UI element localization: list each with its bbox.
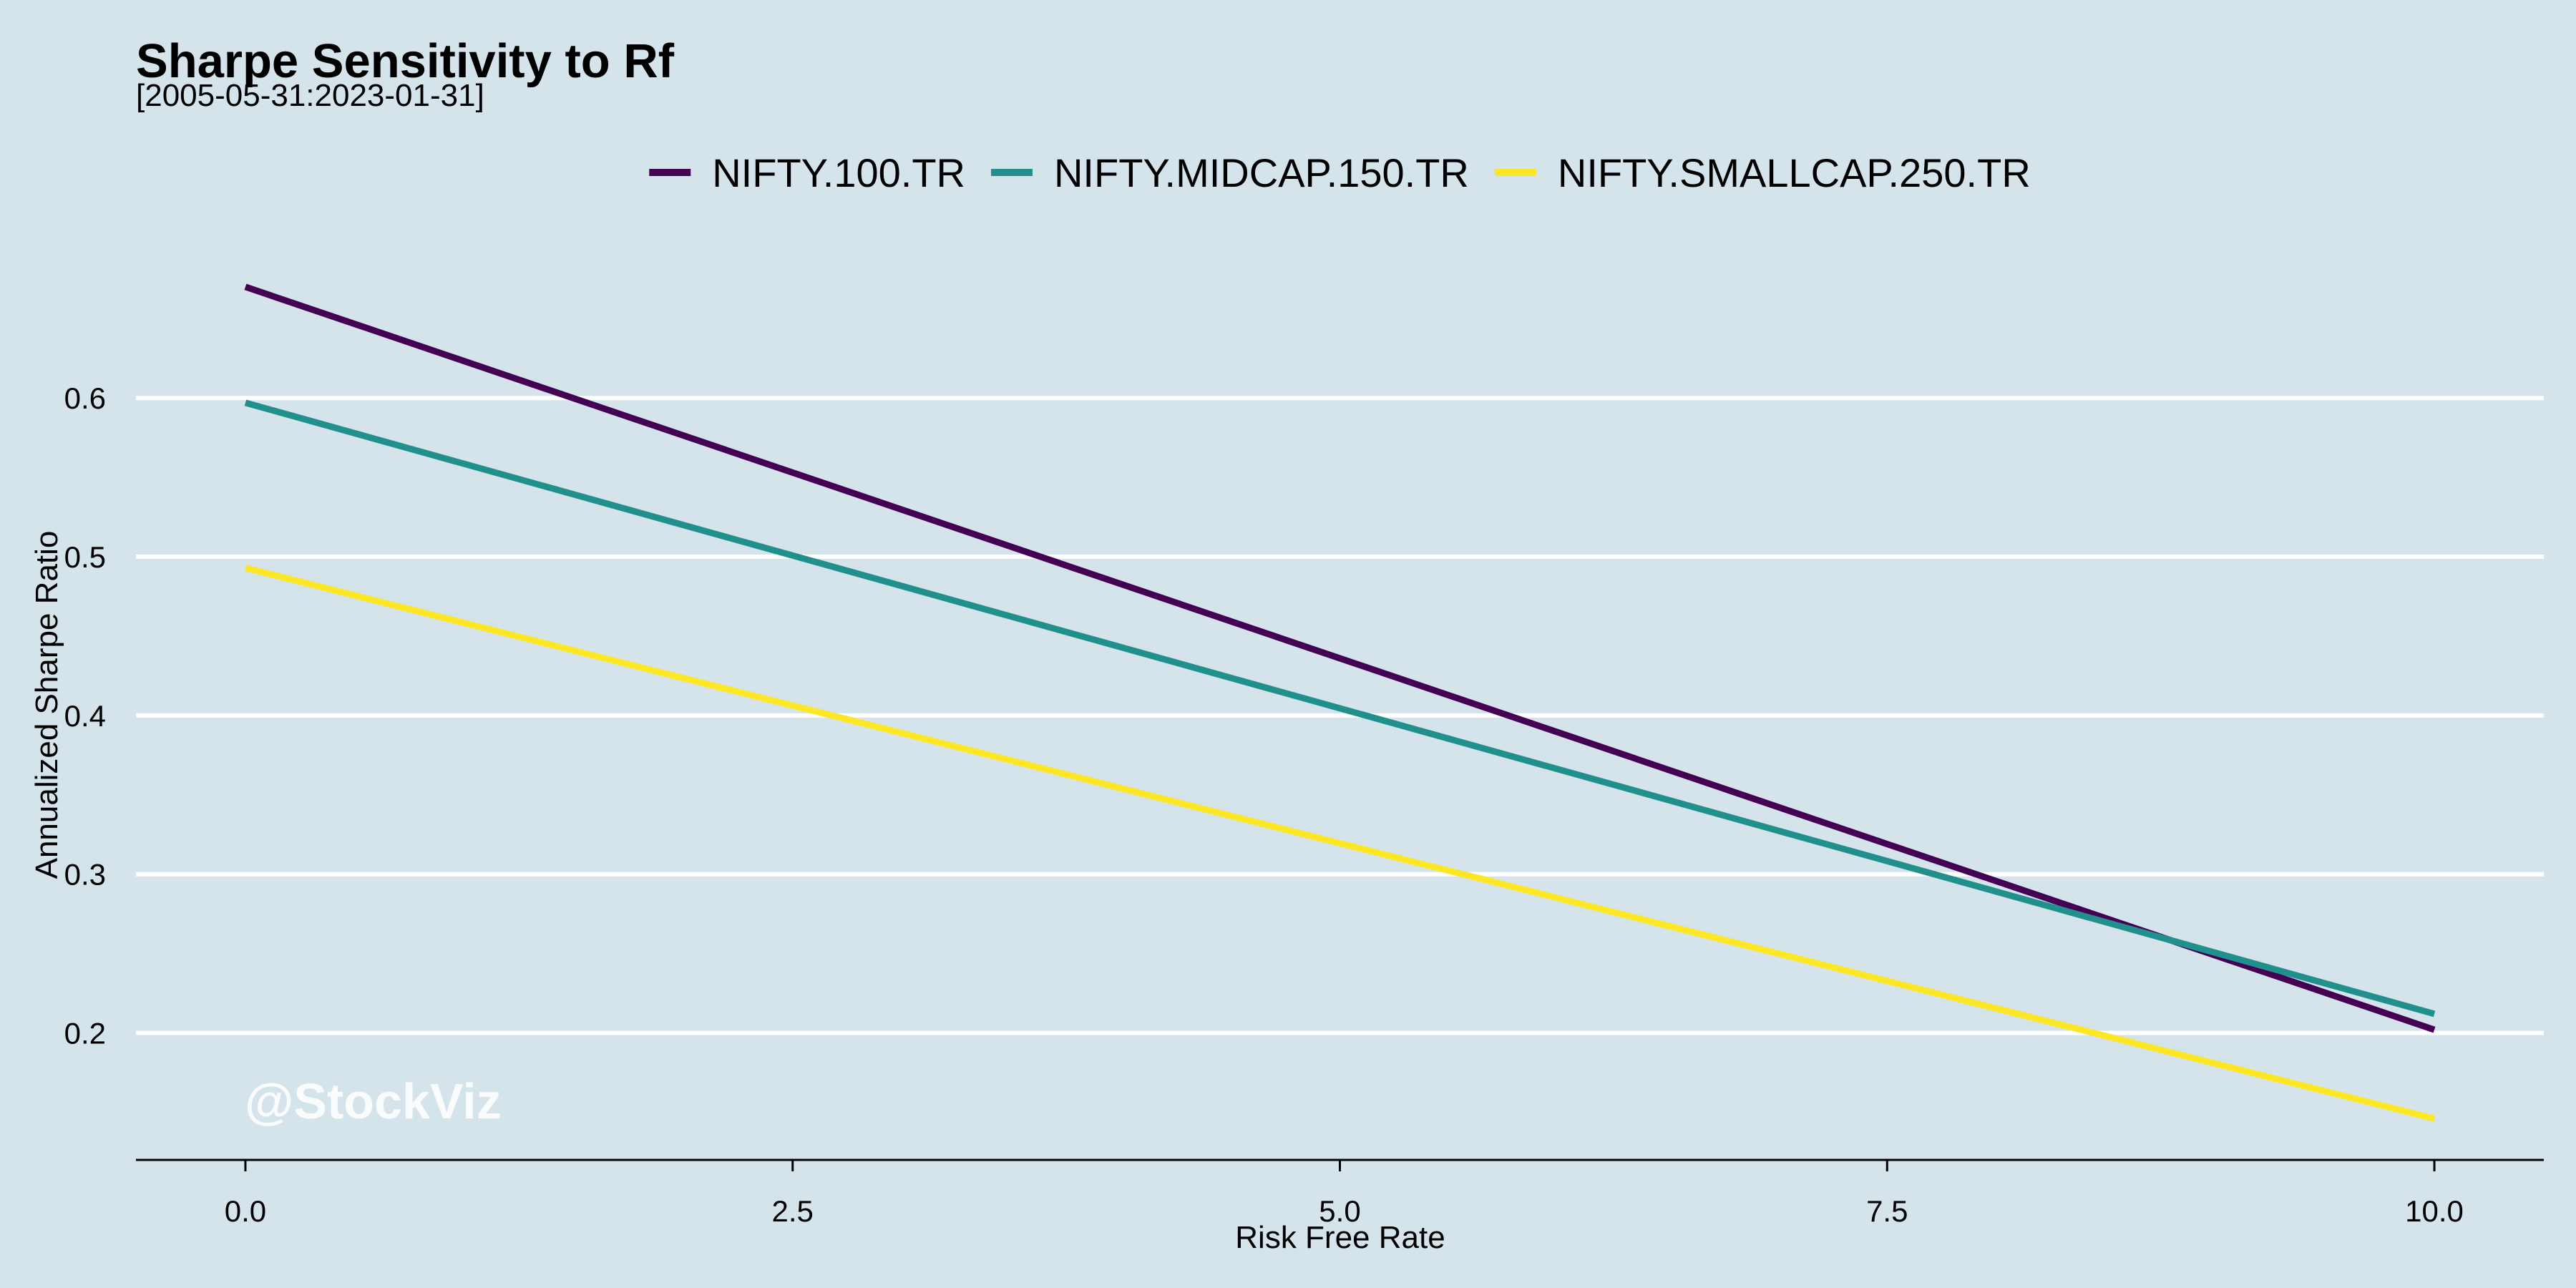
x-tick-label: 2.5 [772, 1194, 814, 1228]
series-line-2 [244, 399, 2436, 1018]
legend-item: NIFTY.SMALLCAP.250.TR [1494, 150, 2031, 195]
x-tick-label: 0.0 [225, 1194, 266, 1228]
y-tick-label: 0.5 [64, 540, 106, 574]
watermark: @StockViz [245, 1073, 502, 1129]
chart-title: Sharpe Sensitivity to Rf [136, 34, 675, 88]
gridlines [136, 396, 2544, 1035]
y-tick-label: 0.2 [64, 1017, 106, 1050]
x-tick-label: 5.0 [1319, 1194, 1360, 1228]
y-axis-label: Annualized Sharpe Ratio [29, 531, 64, 879]
x-axis-ticks: 0.0 2.5 5.0 7.5 10.0 [225, 1160, 2464, 1228]
y-tick-label: 0.4 [64, 699, 106, 733]
y-tick-label: 0.6 [64, 381, 106, 415]
y-tick-label: 0.3 [64, 858, 106, 892]
x-tick-label: 7.5 [1866, 1194, 1908, 1228]
x-tick-label: 10.0 [2405, 1194, 2464, 1228]
series-line-3 [244, 565, 2436, 1122]
legend-label: NIFTY.SMALLCAP.250.TR [1558, 150, 2031, 195]
x-axis-label: Risk Free Rate [1235, 1220, 1445, 1255]
legend-item: NIFTY.100.TR [649, 150, 965, 195]
legend: NIFTY.100.TR NIFTY.MIDCAP.150.TR NIFTY.SMA… [649, 150, 2031, 195]
legend-label: NIFTY.MIDCAP.150.TR [1054, 150, 1469, 195]
chart-subtitle: [2005-05-31:2023-01-31] [136, 78, 484, 113]
y-axis-ticks: 0.2 0.3 0.4 0.5 0.6 [64, 381, 106, 1050]
legend-item: NIFTY.MIDCAP.150.TR [990, 150, 1469, 195]
series-lines [244, 283, 2436, 1122]
legend-label: NIFTY.100.TR [712, 150, 965, 195]
series-line-1 [244, 283, 2436, 1033]
